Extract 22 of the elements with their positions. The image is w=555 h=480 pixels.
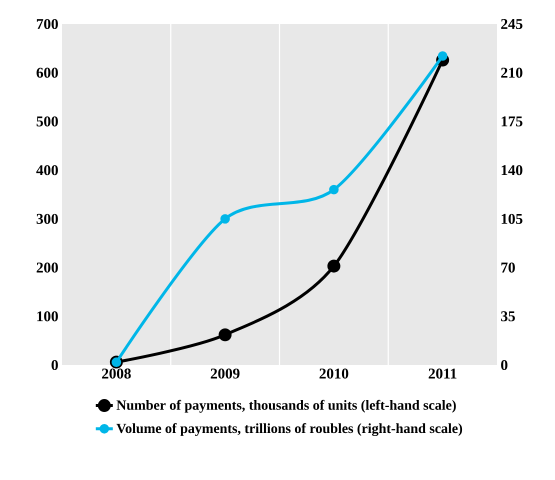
y2-tick-label: 140 — [502, 165, 522, 176]
y2-tick-label: 105 — [502, 214, 522, 224]
y2-tick-label: 70 — [501, 262, 515, 273]
y-tick-label: 700 — [36, 18, 58, 30]
y2-tick-label: 35 — [501, 311, 515, 322]
y-tick-label: 200 — [36, 262, 58, 273]
y2-tick-label: 210 — [501, 68, 522, 78]
y2-tick-label: 175 — [502, 116, 522, 126]
y2-tick-label: 245 — [501, 18, 522, 30]
x-tick-label: 2011 — [428, 368, 456, 379]
legend-label: Volume of payments, trillions of roubles (right-hand scale) — [116, 423, 462, 436]
y-tick-label: 500 — [36, 116, 58, 126]
y-tick-label: 300 — [36, 214, 58, 224]
y-tick-label: 600 — [36, 68, 58, 78]
legend-label: Number of payments, thousands of units (left-hand scale) — [116, 400, 456, 413]
y-tick-label: 400 — [36, 165, 58, 176]
x-tick-label: 2009 — [210, 368, 240, 379]
y-tick-label: 100 — [37, 311, 58, 322]
x-tick-label: 2010 — [320, 368, 348, 379]
y2-tick-label: 0 — [501, 360, 508, 370]
y-tick-label: 0 — [52, 360, 58, 370]
x-tick-label: 2008 — [102, 368, 131, 379]
